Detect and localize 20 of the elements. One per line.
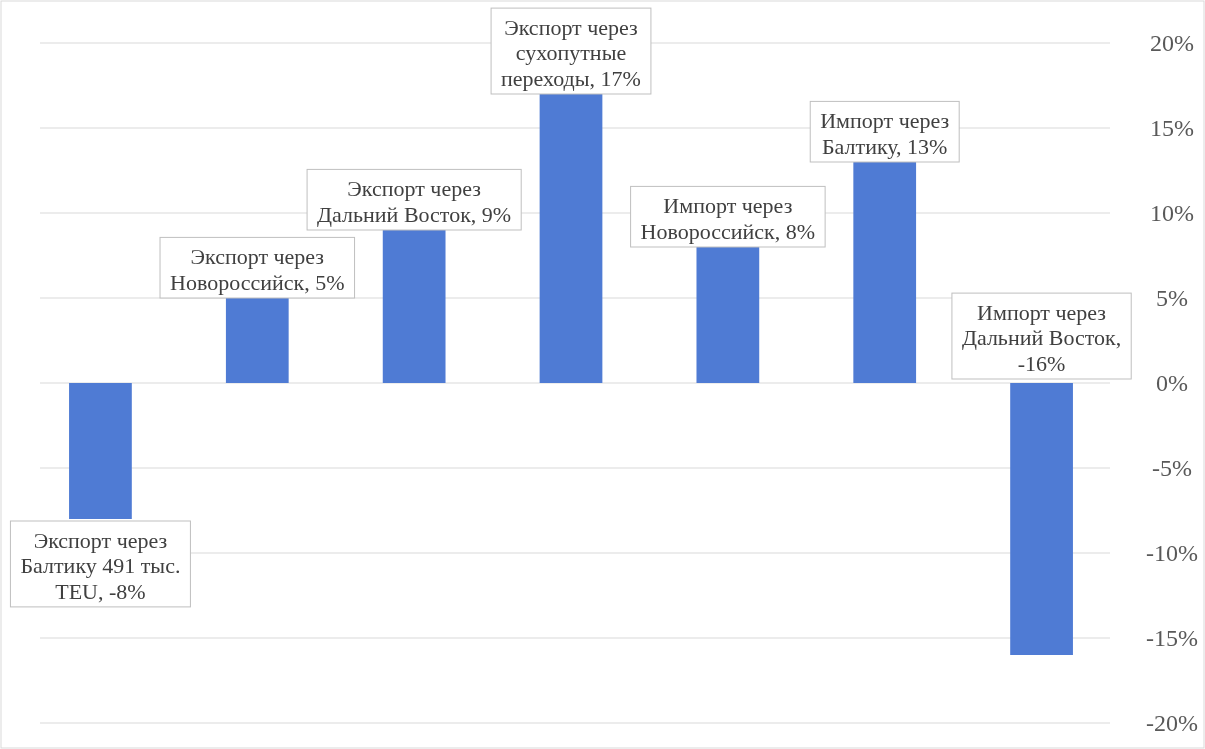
bar [696,247,760,383]
bar [1010,383,1073,655]
data-label: Экспорт через сухопутные переходы, 17% [501,15,641,91]
bar [382,230,446,383]
y-tick-label: -5% [1152,455,1192,482]
data-label: Импорт через Дальний Восток, -16% [961,300,1122,376]
y-tick-label: -10% [1146,540,1198,567]
data-label: Импорт через Новороссийск, 8% [640,193,816,244]
bar [225,298,289,383]
y-tick-label: 5% [1156,285,1188,312]
y-tick-label: 0% [1156,370,1188,397]
data-label: Экспорт через Дальний Восток, 9% [317,176,512,227]
y-tick-label: 20% [1150,30,1194,57]
data-label: Экспорт через Новороссийск, 5% [170,244,345,295]
y-tick-label: -15% [1146,625,1198,652]
y-tick-label: 15% [1150,115,1194,142]
y-tick-label: 10% [1150,200,1194,227]
data-label: Импорт через Балтику, 13% [820,108,950,159]
y-tick-label: -20% [1146,710,1198,737]
data-label: Экспорт через Балтику 491 тыс. TEU, -8% [20,528,181,604]
